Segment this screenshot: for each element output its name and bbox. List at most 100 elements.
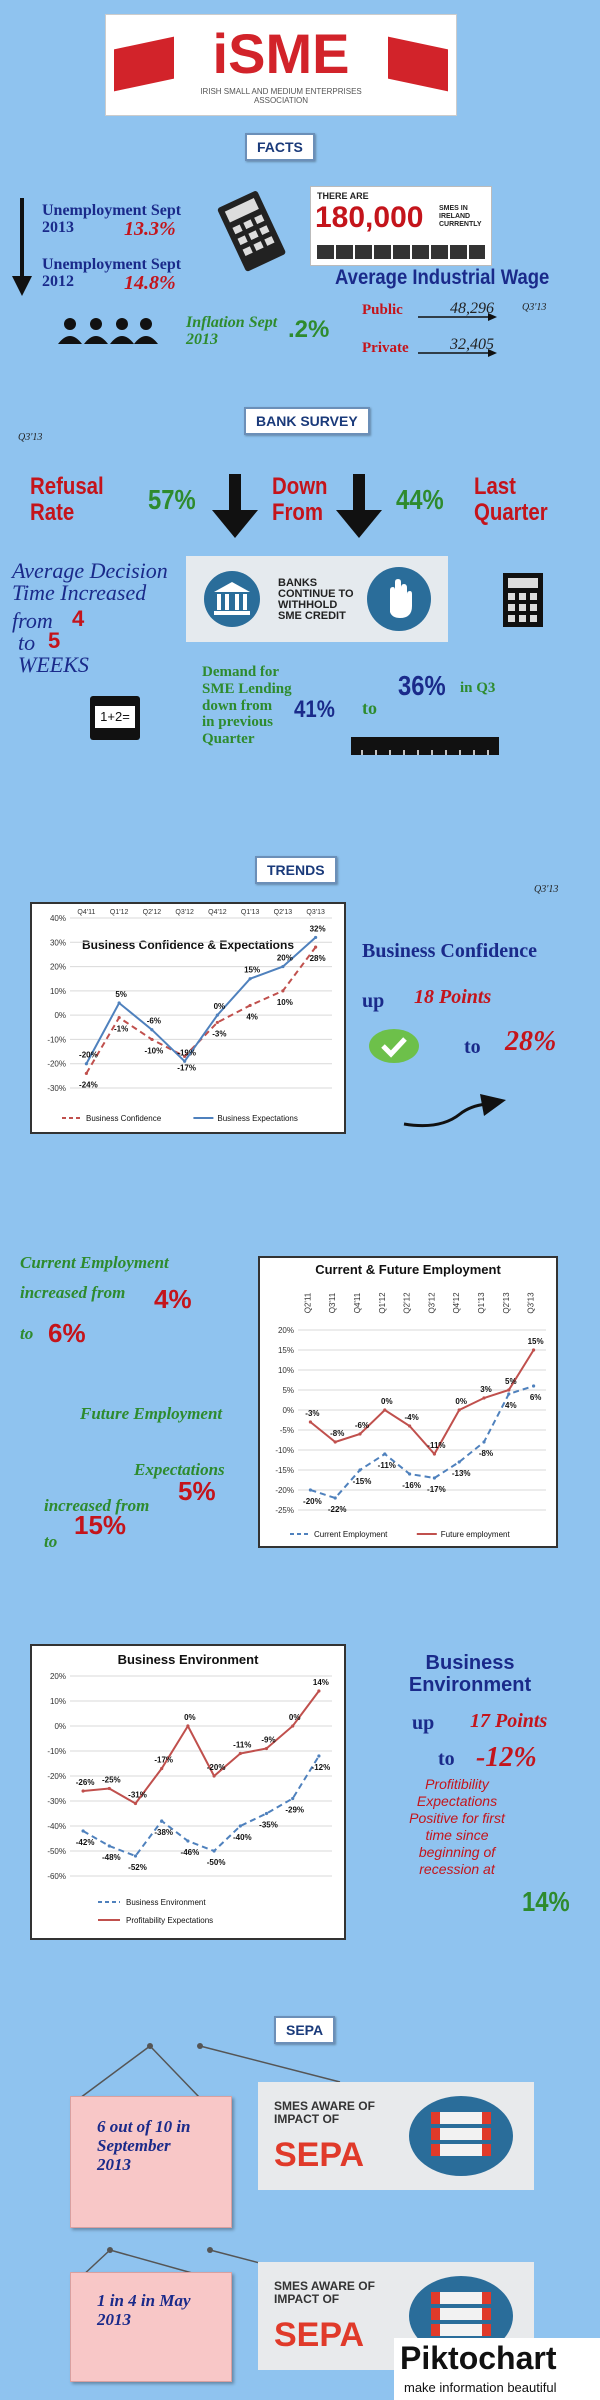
- demand-text: Demand for SME Lending down from: [202, 664, 292, 714]
- x-tick-label: Q2'11: [303, 1292, 312, 1313]
- data-label: -6%: [355, 1421, 369, 1430]
- x-tick-label: Q4'12: [452, 1292, 461, 1314]
- data-point: [482, 1440, 486, 1444]
- y-tick-label: 10%: [50, 987, 66, 996]
- inflation-value: .2%: [288, 316, 330, 343]
- demand-to-label: to: [362, 698, 377, 718]
- chart-employment: Current & Future Employment 20% 15% 10% 5% 0…: [258, 1256, 558, 1548]
- future-emp-label: Future Employment: [80, 1404, 223, 1423]
- logo-subtitle: IRISH SMALL AND MEDIUM ENTERPRISES ASSOC…: [200, 87, 362, 105]
- y-tick-label: 0%: [54, 1011, 66, 1020]
- x-tick-label: Q2'13: [274, 909, 293, 916]
- sepa-aware-card-1: SMES AWARE OF IMPACT OF SEPA: [258, 2082, 534, 2190]
- data-label: -42%: [76, 1838, 95, 1847]
- chart-environment-svg: 20% 10% 0% -10% -20% -30% -40% -50% -60% -42% -48%…: [47, 1672, 332, 1925]
- unemp-2013-label: Unemployment Sept 2013: [42, 202, 182, 236]
- x-tick-label: Q3'12: [427, 1292, 436, 1314]
- y-tick-label: 15%: [278, 1346, 294, 1355]
- data-point: [532, 1348, 536, 1352]
- data-point: [183, 1059, 187, 1063]
- data-label: 15%: [528, 1337, 544, 1346]
- data-label: -4%: [404, 1413, 418, 1422]
- x-tick-label: Q3'11: [328, 1292, 337, 1313]
- y-tick-label: -25%: [275, 1506, 294, 1515]
- x-tick-label: Q2'12: [403, 1292, 412, 1314]
- data-point: [81, 1829, 85, 1833]
- data-point: [432, 1452, 436, 1456]
- data-point: [532, 1384, 536, 1388]
- data-label: -50%: [207, 1858, 226, 1867]
- data-point: [238, 1824, 242, 1828]
- chart-environment: Business Environment 20% 10% 0% -10% -20% -30…: [30, 1644, 346, 1940]
- env-to: to: [438, 1748, 455, 1770]
- conf-to: to: [464, 1036, 481, 1058]
- coin-stack-icon: [409, 2096, 513, 2176]
- conf-up: up: [362, 990, 385, 1012]
- data-label: -3%: [305, 1409, 319, 1418]
- data-label: 14%: [313, 1678, 329, 1687]
- y-tick-label: -20%: [275, 1486, 294, 1495]
- legend-entry: Business Expectations: [217, 1114, 298, 1123]
- data-label: 0%: [381, 1397, 393, 1406]
- ruler-icon: [351, 737, 499, 755]
- profit-text: Profitibility Expectations Positive for …: [409, 1776, 505, 1877]
- y-tick-label: 0%: [54, 1722, 66, 1731]
- demand-to-value: 36%: [398, 670, 446, 701]
- data-label: -31%: [128, 1791, 147, 1800]
- data-point: [215, 1013, 219, 1017]
- data-point: [150, 1037, 154, 1042]
- x-tick-label: Q3'13: [527, 1292, 536, 1314]
- data-label: -9%: [261, 1736, 275, 1745]
- y-tick-label: 10%: [278, 1366, 294, 1375]
- footer-brand-box: Piktochart make information beautiful: [394, 2338, 600, 2400]
- legend-entry: Future employment: [441, 1530, 511, 1539]
- data-label: -6%: [147, 1017, 161, 1026]
- people-group-icon: [58, 318, 158, 344]
- x-tick-label: Q1'13: [241, 909, 260, 916]
- swoosh-arrow-icon: [403, 1094, 506, 1128]
- data-label: -52%: [128, 1863, 147, 1872]
- y-tick-label: 0%: [282, 1406, 294, 1415]
- wage-title: Average Industrial Wage: [335, 266, 550, 289]
- banks-withhold-card: BANKS CONTINUE TO WITHHOLD SME CREDIT: [186, 556, 448, 642]
- data-point: [117, 1015, 121, 1020]
- refusal-value: 57%: [148, 484, 196, 515]
- x-tick-label: Q4'11: [353, 1292, 362, 1313]
- sepa-card-1-text: 6 out of 10 in September 2013: [97, 2117, 191, 2174]
- data-label: -12%: [312, 1763, 331, 1772]
- unemp-2013-value: 13.3%: [124, 218, 176, 240]
- data-point: [507, 1388, 511, 1392]
- data-label: 0%: [455, 1397, 467, 1406]
- data-label: 15%: [244, 966, 260, 975]
- data-label: 5%: [505, 1377, 517, 1386]
- current-to-value: 6%: [48, 1318, 86, 1348]
- current-emp-label: Current Employment increased from: [20, 1253, 169, 1302]
- series-line-2: [85, 936, 317, 1065]
- sepa-card-2-text: 1 in 4 in May 2013: [97, 2291, 191, 2329]
- decision-to-label: to: [18, 630, 36, 655]
- math-screen-icon: 1+2=: [90, 696, 140, 740]
- env-title: Business Environment: [408, 1652, 532, 1696]
- down-value: 44%: [396, 484, 444, 515]
- bank-q: Q3'13: [18, 432, 43, 443]
- footer-brand: Piktochart: [400, 2340, 557, 2376]
- data-point: [133, 1801, 138, 1806]
- series-line-2: [83, 1690, 320, 1805]
- data-label: -25%: [102, 1776, 121, 1785]
- data-label: 6%: [530, 1393, 542, 1402]
- future-to-value: 15%: [74, 1510, 127, 1540]
- y-tick-label: -20%: [47, 1060, 66, 1069]
- down-arrow-icon: [12, 198, 32, 296]
- decision-weeks: WEEKS: [18, 652, 89, 677]
- down-arrow-bold-icon: [212, 474, 258, 538]
- sepa-aware-text-2: SMES AWARE OF IMPACT OF: [274, 2279, 375, 2306]
- x-tick-label: Q3'12: [175, 909, 194, 916]
- data-point: [507, 1392, 511, 1396]
- data-label: 32%: [310, 924, 326, 933]
- x-tick-label: Q1'12: [110, 909, 129, 916]
- demand-q3: in Q3: [460, 680, 496, 696]
- data-point: [482, 1396, 486, 1400]
- y-tick-label: 40%: [50, 914, 66, 923]
- x-tick-label: Q2'12: [143, 909, 162, 916]
- y-tick-label: -20%: [47, 1772, 66, 1781]
